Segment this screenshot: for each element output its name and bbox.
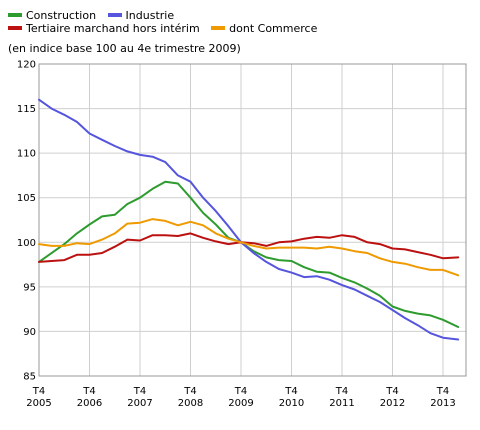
legend-swatch-commerce xyxy=(211,26,226,30)
y-tick-label-120: 120 xyxy=(17,60,36,71)
legend-row-2: Tertiaire marchand hors intérim dont Com… xyxy=(8,22,325,35)
y-tick-label-95: 95 xyxy=(23,282,36,293)
y-tick-label-110: 110 xyxy=(17,149,36,160)
series-line-construction xyxy=(38,180,460,328)
legend-swatch-industrie xyxy=(107,13,122,17)
legend-label-construction: Construction xyxy=(26,9,97,22)
legend-item-tertiaire: Tertiaire marchand hors intérim xyxy=(8,22,200,35)
legend-row-1: Construction Industrie xyxy=(8,9,325,22)
x-tick-label-top-4: T4 xyxy=(234,386,247,397)
x-tick-label-bottom-1: 2006 xyxy=(77,398,102,409)
x-tick-label-top-0: T4 xyxy=(32,386,45,397)
legend-item-commerce: dont Commerce xyxy=(211,22,317,35)
legend-label-commerce: dont Commerce xyxy=(229,22,318,35)
y-tick-label-105: 105 xyxy=(17,193,36,204)
legend-item-industrie: Industrie xyxy=(107,9,175,22)
x-tick-label-bottom-2: 2007 xyxy=(127,398,152,409)
y-tick-label-115: 115 xyxy=(17,104,36,115)
x-tick-label-bottom-5: 2010 xyxy=(279,398,304,409)
chart-subtitle: (en indice base 100 au 4e trimestre 2009… xyxy=(8,42,241,55)
x-tick-label-top-1: T4 xyxy=(82,386,95,397)
series-line-tertiaire-marchand-hors-int-rim xyxy=(38,232,460,263)
x-tick-label-bottom-8: 2013 xyxy=(430,398,455,409)
y-tick-label-100: 100 xyxy=(17,238,36,249)
x-tick-label-bottom-0: 2005 xyxy=(26,398,51,409)
legend-label-industrie: Industrie xyxy=(125,9,175,22)
plot-frame xyxy=(38,63,467,377)
x-tick-label-bottom-7: 2012 xyxy=(380,398,405,409)
x-tick-label-top-2: T4 xyxy=(133,386,146,397)
x-tick-label-top-6: T4 xyxy=(335,386,348,397)
legend-label-tertiaire: Tertiaire marchand hors intérim xyxy=(26,22,200,35)
x-tick-label-top-5: T4 xyxy=(284,386,297,397)
y-tick-label-90: 90 xyxy=(23,327,36,338)
series-line-industrie xyxy=(38,98,460,341)
legend: Construction Industrie Tertiaire marchan… xyxy=(8,9,325,35)
x-tick-label-top-7: T4 xyxy=(385,386,398,397)
series-line-dont-commerce xyxy=(38,218,460,277)
legend-item-construction: Construction xyxy=(8,9,96,22)
x-tick-label-top-3: T4 xyxy=(183,386,196,397)
y-tick-label-85: 85 xyxy=(23,372,36,383)
x-tick-label-bottom-3: 2008 xyxy=(178,398,203,409)
legend-swatch-construction xyxy=(8,13,22,17)
legend-swatch-tertiaire xyxy=(8,26,22,30)
x-tick-label-bottom-6: 2011 xyxy=(329,398,354,409)
x-tick-label-bottom-4: 2009 xyxy=(228,398,253,409)
plot-area xyxy=(39,64,466,376)
x-tick-label-top-8: T4 xyxy=(436,386,449,397)
